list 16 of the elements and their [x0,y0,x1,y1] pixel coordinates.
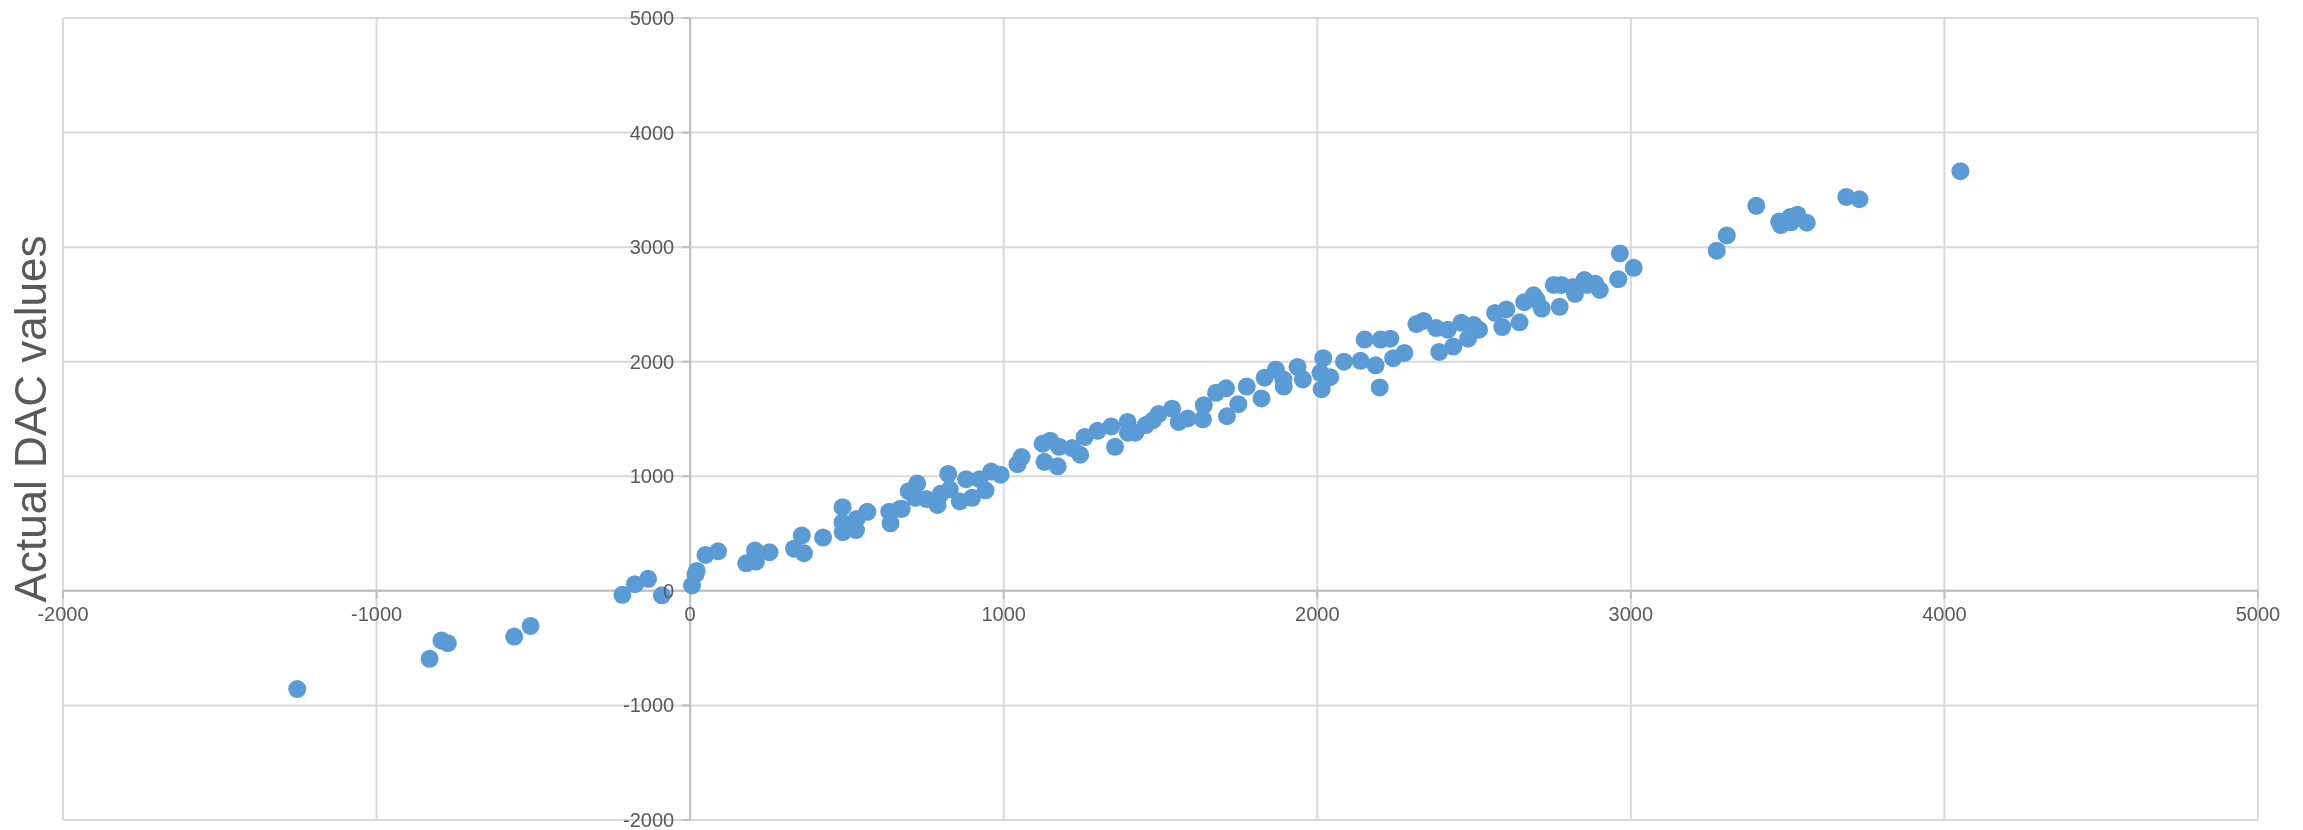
y-tick-label: 2000 [629,350,675,373]
y-tick-label: 5000 [629,7,675,29]
y-tick-label: -2000 [622,809,675,830]
x-tick-label: 4000 [1922,602,1967,625]
x-tick-label: 3000 [1608,602,1654,625]
x-tick-label: 0 [684,602,696,625]
x-tick-label: -1000 [350,602,403,625]
x-tick-label: -2000 [37,602,89,625]
x-tick-label: 1000 [981,602,1026,625]
y-tick-label: 3000 [629,236,675,259]
y-axis-title: Actual DAC values [6,235,55,603]
y-tick-label: -1000 [622,694,675,717]
x-tick-label: 2000 [1295,602,1340,625]
y-tick-label: 1000 [629,465,675,488]
y-tick-label: 4000 [629,121,675,144]
x-tick-label: 5000 [2235,602,2281,625]
